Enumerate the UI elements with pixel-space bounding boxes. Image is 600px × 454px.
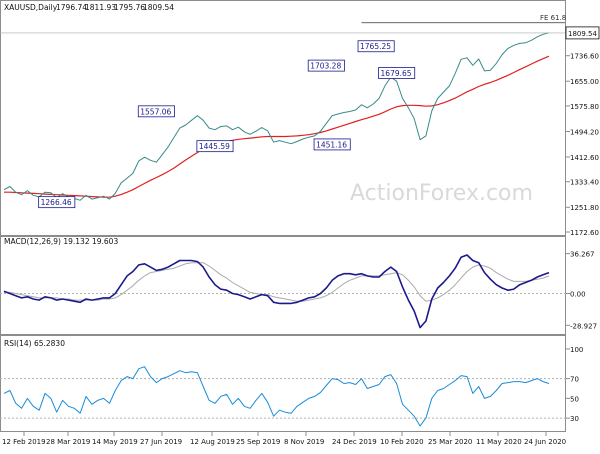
annotation-box: [196, 140, 234, 153]
annotation-box: [357, 40, 395, 53]
annotation-label-2: 1679.65: [381, 69, 412, 78]
x-tick-label: 8 Nov 2019: [284, 438, 324, 446]
y-tick-label: 1575.80: [570, 103, 599, 111]
current-price-box: [565, 26, 600, 40]
x-tick-label: 24 Dec 2019: [332, 438, 377, 446]
annotation-box: [378, 67, 416, 79]
annotation-label-3: 1557.06: [140, 107, 171, 116]
macd-title: MACD(12,26,9) 19.132 19.603: [4, 237, 118, 246]
y-tick-label: 0.00: [570, 291, 586, 299]
annotation-label-0: 1765.25: [360, 42, 391, 51]
annotation-box: [38, 196, 76, 209]
x-tick-label: 28 Mar 2019: [46, 438, 90, 446]
current-price-label: 1809.54: [568, 30, 597, 38]
x-tick-label: 12 Aug 2019: [190, 438, 235, 446]
y-tick-label: 50: [570, 395, 579, 403]
watermark: ActionForex.com: [350, 181, 533, 206]
x-tick-label: 11 May 2020: [476, 438, 522, 446]
x-tick-label: 14 May 2019: [92, 438, 138, 446]
macd-line: [3, 254, 550, 329]
panel-frame-rsi: [0, 335, 566, 432]
panel-frame-price: [0, 0, 566, 236]
annotation-label-4: 1445.59: [199, 142, 230, 151]
annotation-box: [307, 59, 345, 72]
y-tick-label: 1412.60: [570, 154, 599, 162]
y-tick-label: 30: [570, 415, 579, 423]
y-tick-label: 36.267: [570, 251, 595, 259]
annotation-label-1: 1703.28: [310, 62, 341, 71]
rsi-title: RSI(14) 65.2830: [4, 339, 65, 348]
y-tick-label: 70: [570, 376, 579, 384]
x-tick-label: 25 Mar 2020: [428, 438, 472, 446]
x-tick-label: 10 Feb 2020: [380, 438, 424, 446]
instrument-label: XAUUSD,Daily: [4, 3, 58, 12]
y-tick-label: -28.927: [570, 322, 597, 330]
annotation-box: [137, 105, 175, 118]
ohlc-close: 1809.54: [143, 3, 174, 12]
rsi-line: [3, 366, 550, 427]
y-tick-label: 1251.80: [570, 204, 599, 212]
fibo-label: FE 61.8: [540, 14, 566, 22]
ohlc-low: 1795.76: [114, 3, 145, 12]
y-tick-label: 1494.20: [570, 128, 599, 136]
y-tick-label: 1736.60: [570, 53, 599, 61]
annotation-box: [313, 138, 351, 151]
panel-frame-macd: [0, 236, 566, 335]
x-tick-label: 12 Feb 2019: [2, 438, 46, 446]
ohlc-open: 1796.74: [56, 3, 87, 12]
y-tick-label: 1172.60: [570, 229, 599, 237]
x-tick-label: 24 Jun 2020: [524, 438, 566, 446]
annotation-label-5: 1451.16: [316, 140, 347, 149]
ohlc-high: 1811.93: [85, 3, 116, 12]
annotation-label-6: 1266.46: [41, 198, 72, 207]
ma-line: [4, 55, 550, 198]
x-tick-label: 27 Jun 2019: [140, 438, 182, 446]
price-line: [3, 32, 550, 201]
y-tick-label: 1655.00: [570, 78, 599, 86]
y-tick-label: 100: [570, 346, 583, 354]
x-tick-label: 25 Sep 2019: [236, 438, 280, 446]
y-tick-label: 1333.40: [570, 179, 599, 187]
